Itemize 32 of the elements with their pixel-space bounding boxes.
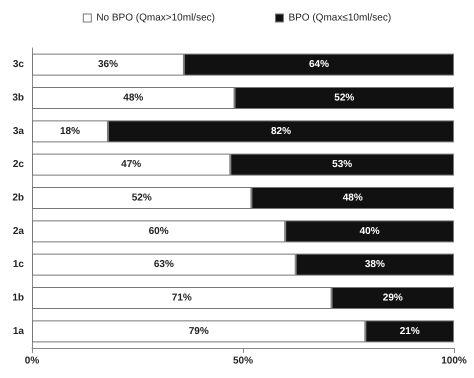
y-tick-label: 2a bbox=[12, 226, 24, 237]
data-label: 71% bbox=[172, 292, 192, 304]
data-label: 38% bbox=[364, 259, 385, 270]
data-label: 63% bbox=[154, 259, 174, 270]
y-tick-label: 2b bbox=[12, 192, 24, 204]
data-label: 79% bbox=[188, 326, 209, 337]
data-label: 47% bbox=[121, 159, 142, 170]
data-label: 21% bbox=[400, 326, 420, 337]
data-label: 18% bbox=[60, 126, 80, 137]
data-label: 64% bbox=[308, 59, 330, 70]
y-tick-label: 3b bbox=[12, 92, 24, 104]
data-label: 60% bbox=[148, 226, 169, 237]
data-label: 52% bbox=[334, 92, 354, 104]
x-tick-label: 0% bbox=[24, 356, 40, 366]
data-label: 82% bbox=[270, 126, 292, 137]
y-tick-label: 2c bbox=[12, 159, 24, 170]
y-tick-label: 1a bbox=[12, 326, 24, 337]
x-tick-label: 100% bbox=[441, 356, 467, 366]
legend-label: BPO (Qmax≤10ml/sec) bbox=[288, 12, 392, 24]
data-label: 48% bbox=[123, 92, 144, 104]
legend-label: No BPO (Qmax>10ml/sec) bbox=[96, 12, 215, 24]
y-tick-label: 3c bbox=[12, 59, 24, 70]
x-tick-label: 50% bbox=[232, 356, 254, 366]
data-label: 36% bbox=[98, 59, 118, 70]
data-label: 40% bbox=[360, 226, 380, 237]
y-tick-label: 1c bbox=[12, 259, 24, 270]
y-tick-label: 3a bbox=[12, 126, 24, 137]
data-label: 52% bbox=[132, 192, 152, 204]
data-label: 29% bbox=[382, 292, 403, 304]
y-tick-label: 1b bbox=[12, 292, 24, 304]
data-label: 53% bbox=[332, 159, 352, 170]
data-label: 48% bbox=[342, 192, 363, 204]
